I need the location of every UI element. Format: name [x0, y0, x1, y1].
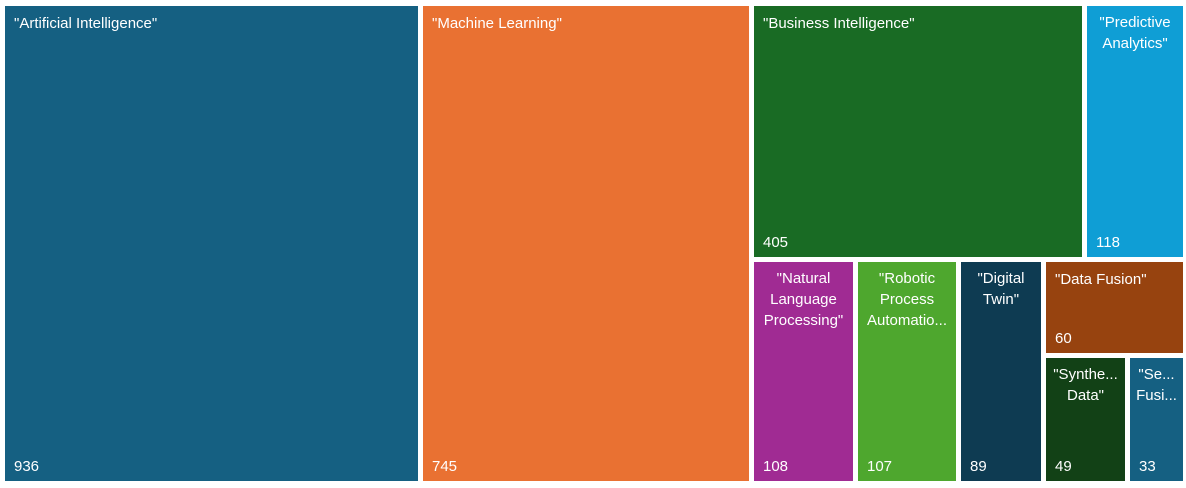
tile-value: 49 [1055, 458, 1072, 475]
tile-value: 936 [14, 458, 40, 475]
tile-label: "Artificial Intelligence" [14, 15, 158, 32]
tile-label: "Natural Language Processing" [763, 270, 844, 329]
tile-label: "Digital Twin" [977, 270, 1025, 308]
tile-label: "Synthe... Data" [1053, 366, 1118, 404]
tile-value: 107 [867, 458, 893, 475]
treemap-tile-sensor-fusion[interactable]: "Se... Fusi... 33 [1130, 358, 1183, 481]
treemap-tile-predictive-analytics[interactable]: "Predictive Analytics" 118 [1087, 6, 1183, 257]
tile-label: "Robotic Process Automatio... [866, 270, 948, 329]
treemap-tile-business-intelligence[interactable]: "Business Intelligence" 405 [754, 6, 1082, 257]
treemap-tile-robotic-process-automation[interactable]: "Robotic Process Automatio... 107 [858, 262, 956, 481]
treemap-tile-data-fusion[interactable]: "Data Fusion" 60 [1046, 262, 1183, 353]
tile-label: "Business Intelligence" [763, 15, 915, 32]
treemap-tile-digital-twin[interactable]: "Digital Twin" 89 [961, 262, 1041, 481]
tile-value: 745 [432, 458, 458, 475]
tile-value: 118 [1096, 234, 1120, 251]
treemap-tile-artificial-intelligence[interactable]: "Artificial Intelligence" 936 [5, 6, 418, 481]
tile-label: "Machine Learning" [432, 15, 562, 32]
tile-value: 33 [1139, 458, 1156, 475]
tile-label: "Se... Fusi... [1136, 366, 1177, 404]
tile-label: "Predictive Analytics" [1099, 14, 1171, 52]
treemap-tile-synthetic-data[interactable]: "Synthe... Data" 49 [1046, 358, 1125, 481]
tile-label: "Data Fusion" [1055, 271, 1147, 288]
tile-value: 89 [970, 458, 987, 475]
treemap-tile-natural-language-processing[interactable]: "Natural Language Processing" 108 [754, 262, 853, 481]
treemap-tile-machine-learning[interactable]: "Machine Learning" 745 [423, 6, 749, 481]
tile-value: 405 [763, 234, 789, 251]
tile-value: 108 [763, 458, 789, 475]
tile-value: 60 [1055, 330, 1072, 347]
